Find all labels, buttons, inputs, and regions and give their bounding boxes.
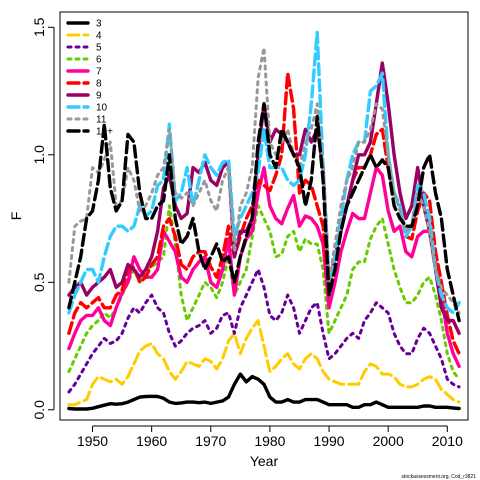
x-tick-label: 1960 xyxy=(136,433,167,449)
series-line-3 xyxy=(67,372,461,411)
y-tick-label: 0.5 xyxy=(31,272,47,292)
series-line-5 xyxy=(67,268,461,394)
x-tick-label: 1950 xyxy=(77,433,108,449)
legend-label: 4 xyxy=(96,31,102,42)
legend-label: 3 xyxy=(96,19,102,30)
series-line-4 xyxy=(67,319,461,407)
series-layer xyxy=(67,30,461,411)
plot-frame xyxy=(59,11,469,421)
series-line-12plus xyxy=(67,102,461,323)
legend-label: 10 xyxy=(96,103,108,114)
y-tick-label: 0.0 xyxy=(31,400,47,420)
x-axis-label: Year xyxy=(250,453,279,469)
y-axis: 0.0 0.5 1.0 1.5 xyxy=(31,17,55,420)
x-tick-label: 1970 xyxy=(195,433,226,449)
legend-label: 9 xyxy=(96,91,102,102)
legend-label: 5 xyxy=(96,43,102,54)
series-line-7 xyxy=(67,165,461,369)
series-line-11 xyxy=(67,46,461,315)
x-axis: 1950 1960 1970 1980 1990 2000 2010 xyxy=(77,425,463,449)
legend-label: 6 xyxy=(96,55,102,66)
y-axis-label: F xyxy=(8,212,24,221)
legend-label: 12+ xyxy=(96,127,113,138)
x-tick-label: 2010 xyxy=(432,433,463,449)
x-tick-label: 1990 xyxy=(313,433,344,449)
legend-label: 11 xyxy=(96,115,107,126)
y-tick-label: 1.5 xyxy=(31,17,47,37)
x-tick-label: 2000 xyxy=(373,433,404,449)
y-tick-label: 1.0 xyxy=(31,145,47,165)
source-note: stockassessment.org, Cod_r3821 xyxy=(402,474,477,480)
legend-label: 8 xyxy=(96,79,102,90)
legend-label: 7 xyxy=(96,67,102,78)
x-tick-label: 1980 xyxy=(254,433,285,449)
